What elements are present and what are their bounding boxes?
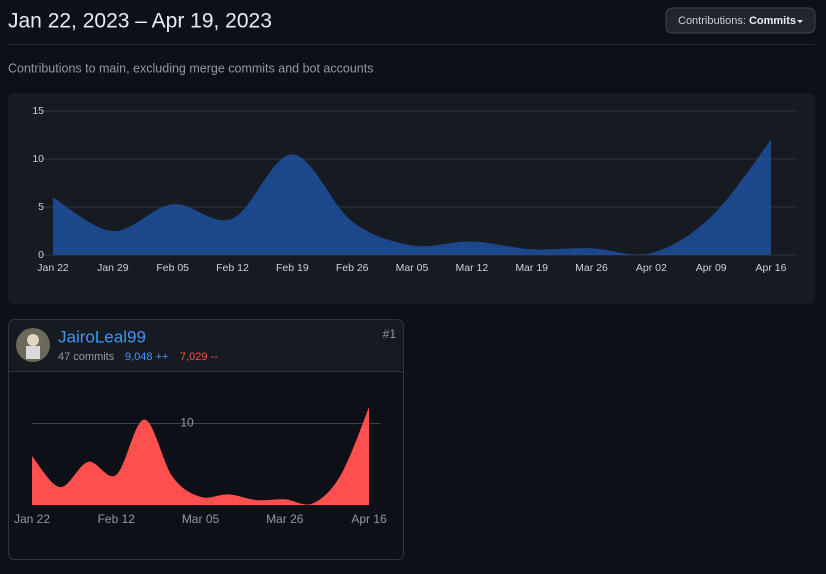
button-value[interactable]: Commits — [749, 15, 796, 27]
date-range-title: Jan 22, 2023 – Apr 19, 2023 — [8, 10, 272, 33]
x-tick-label: Apr 09 — [696, 262, 727, 274]
x-tick-label: Apr 02 — [636, 262, 667, 274]
subtitle: Contributions to main, excluding merge c… — [8, 61, 373, 75]
x-tick-label: Feb 19 — [276, 262, 309, 274]
x-tick-label: Mar 19 — [515, 262, 548, 274]
y-tick-label: 15 — [32, 105, 44, 117]
rank: #1 — [383, 327, 397, 341]
x-tick-label: Jan 22 — [14, 512, 50, 526]
x-tick-label: Mar 05 — [396, 262, 429, 274]
x-tick-label: Apr 16 — [756, 262, 787, 274]
y-tick-label: 10 — [32, 153, 44, 165]
button-label-text[interactable]: Contributions: — [678, 15, 746, 27]
deletions: 7,029 -- — [180, 351, 218, 363]
card-header — [9, 320, 403, 371]
x-tick-label: Feb 12 — [98, 512, 136, 526]
button-frame[interactable] — [665, 7, 816, 34]
x-tick-label: Feb 05 — [156, 262, 189, 274]
x-tick-label: Jan 29 — [97, 262, 129, 274]
x-tick-label: Mar 12 — [455, 262, 488, 274]
area — [32, 407, 369, 505]
x-tick-label: Mar 26 — [575, 262, 608, 274]
x-tick-label: Mar 05 — [182, 512, 220, 526]
x-tick-label: Jan 22 — [37, 262, 69, 274]
contributions-button[interactable]: Contributions: Commits — [665, 7, 816, 34]
avatar-figure-body — [26, 346, 40, 359]
avatar-figure — [27, 334, 39, 346]
contributor-name[interactable]: JairoLeal99 — [58, 327, 146, 346]
commit-count[interactable]: 47 commits — [58, 351, 115, 363]
additions: 9,048 ++ — [125, 351, 168, 363]
caret[interactable] — [797, 20, 803, 23]
x-tick-label: Apr 16 — [351, 512, 387, 526]
x-tick-label: Feb 12 — [216, 262, 249, 274]
button-label[interactable]: Contributions: Commits — [678, 15, 796, 27]
area — [53, 139, 771, 255]
y-tick-label: 5 — [38, 201, 44, 213]
x-tick-label: Mar 26 — [266, 512, 304, 526]
y-tick-label: 0 — [38, 249, 44, 261]
x-tick-label: Feb 26 — [336, 262, 369, 274]
y-tick-label: 10 — [180, 416, 194, 430]
